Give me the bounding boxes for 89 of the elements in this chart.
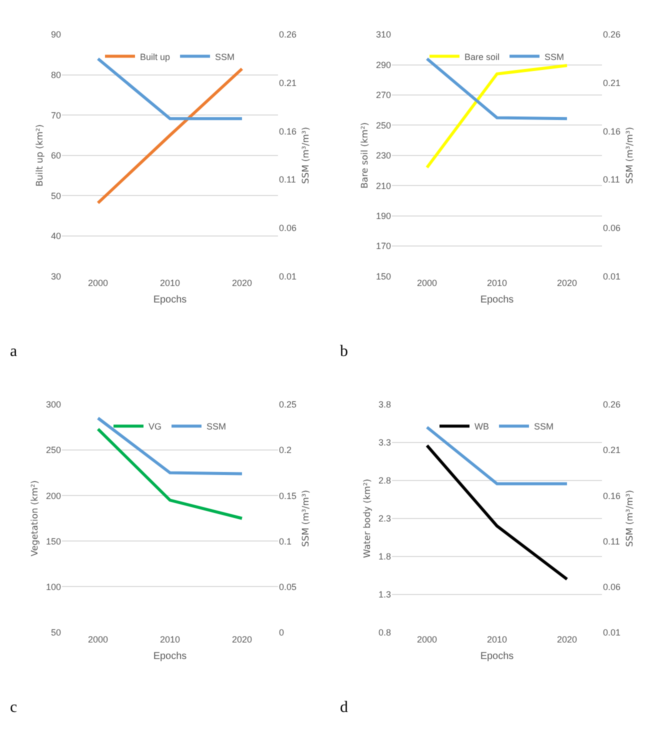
x-tick-label: 2010 (486, 634, 508, 644)
x-axis-title: Epochs (153, 294, 187, 306)
y-tick-label: 250 (376, 120, 391, 130)
y2-tick-label: 0.16 (603, 490, 621, 501)
y2-tick-label: 0.16 (279, 126, 297, 136)
y-tick-label: 1.3 (378, 589, 391, 600)
y2-tick-label: 0.26 (279, 30, 297, 40)
x-tick-label: 2010 (160, 278, 180, 288)
legend-label: SSM (534, 422, 554, 432)
y2-axis-title: SSM (m³/m³) (301, 126, 312, 184)
y-axis-title: Vegetation (km²) (30, 480, 40, 556)
y2-tick-label: 0.25 (279, 400, 297, 410)
x-axis-title: Epochs (480, 294, 514, 306)
y2-tick-label: 0.1 (279, 536, 292, 546)
y2-axis-title: SSM (m³/m³) (625, 490, 636, 547)
y2-tick-label: 0.26 (603, 30, 621, 40)
y-tick-label: 230 (376, 150, 391, 161)
y-tick-label: 300 (46, 400, 61, 410)
legend-label: VG (148, 422, 162, 432)
y2-tick-label: 0.26 (603, 400, 621, 410)
x-tick-label: 2020 (232, 278, 252, 288)
y-axis-title: Water body (km²) (362, 478, 373, 558)
y2-tick-label: 0.01 (279, 271, 297, 282)
y2-axis-title: SSM (m³/m³) (301, 490, 312, 547)
y2-tick-label: 0.05 (279, 582, 297, 592)
y2-tick-label: 0.21 (279, 78, 297, 88)
y-tick-label: 170 (376, 241, 391, 252)
y2-tick-label: 0.06 (603, 582, 621, 592)
x-tick-label: 2000 (88, 634, 108, 644)
y-tick-label: 40 (50, 231, 61, 242)
legend-label: WB (474, 422, 489, 432)
y2-tick-label: 0.11 (279, 174, 296, 185)
legend-label: SSM (215, 52, 235, 62)
legend-label: Bare soil (464, 52, 500, 62)
y-tick-label: 0.8 (378, 627, 391, 638)
y2-tick-label: 0.11 (603, 536, 620, 546)
y-tick-label: 200 (46, 490, 61, 501)
x-tick-label: 2000 (88, 278, 108, 288)
y2-tick-label: 0.2 (279, 445, 292, 456)
y2-tick-label: 0.16 (603, 126, 621, 136)
y-tick-label: 80 (50, 70, 61, 80)
x-axis-title: Epochs (153, 650, 187, 662)
legend-label: SSM (206, 422, 226, 432)
y-tick-label: 250 (46, 445, 61, 456)
y2-tick-label: 0.11 (603, 174, 620, 185)
legend-label: SSM (544, 52, 564, 62)
y-tick-label: 210 (376, 180, 391, 191)
x-tick-label: 2000 (416, 634, 438, 644)
y-tick-label: 30 (50, 271, 61, 282)
text: a (10, 343, 18, 360)
legend-label: Built up (140, 52, 170, 62)
y-tick-label: 270 (376, 90, 391, 100)
y-tick-label: 150 (46, 536, 61, 546)
y2-tick-label: 0.06 (279, 223, 297, 234)
y-axis-title: Bare soil (km²) (360, 122, 370, 189)
text: b (340, 343, 348, 360)
y2-tick-label: 0.06 (603, 223, 621, 234)
y2-tick-label: 0.21 (603, 78, 621, 88)
y-tick-label: 50 (50, 190, 61, 201)
y-tick-label: 90 (50, 30, 61, 40)
x-tick-label: 2020 (232, 634, 252, 644)
y-tick-label: 50 (50, 627, 61, 638)
y-tick-label: 70 (50, 110, 61, 120)
y-tick-label: 190 (376, 210, 391, 221)
x-tick-label: 2010 (486, 278, 508, 288)
y-tick-label: 290 (376, 60, 391, 70)
y-tick-label: 3.3 (378, 438, 391, 448)
y-tick-label: 1.8 (378, 552, 391, 562)
x-tick-label: 2020 (556, 278, 578, 288)
text: c (10, 699, 18, 716)
y2-tick-label: 0 (279, 627, 284, 638)
y-tick-label: 3.8 (378, 400, 391, 410)
y2-tick-label: 0.21 (603, 445, 621, 456)
y-tick-label: 150 (376, 271, 391, 282)
y-tick-label: 2.8 (378, 476, 391, 486)
x-axis-title: Epochs (480, 650, 514, 662)
y-tick-label: 60 (50, 150, 61, 161)
text: d (340, 699, 348, 716)
y2-axis-title: SSM (m³/m³) (625, 126, 636, 184)
y2-tick-label: 0.01 (603, 627, 621, 638)
x-tick-label: 2010 (160, 634, 180, 644)
y-tick-label: 2.3 (378, 514, 391, 524)
x-tick-label: 2020 (556, 634, 578, 644)
y-tick-label: 100 (46, 582, 61, 592)
y-axis-title: Built up (km²) (35, 124, 46, 186)
x-tick-label: 2000 (416, 278, 438, 288)
y2-tick-label: 0.01 (603, 271, 621, 282)
y2-tick-label: 0.15 (279, 490, 297, 501)
y-tick-label: 310 (376, 30, 391, 40)
